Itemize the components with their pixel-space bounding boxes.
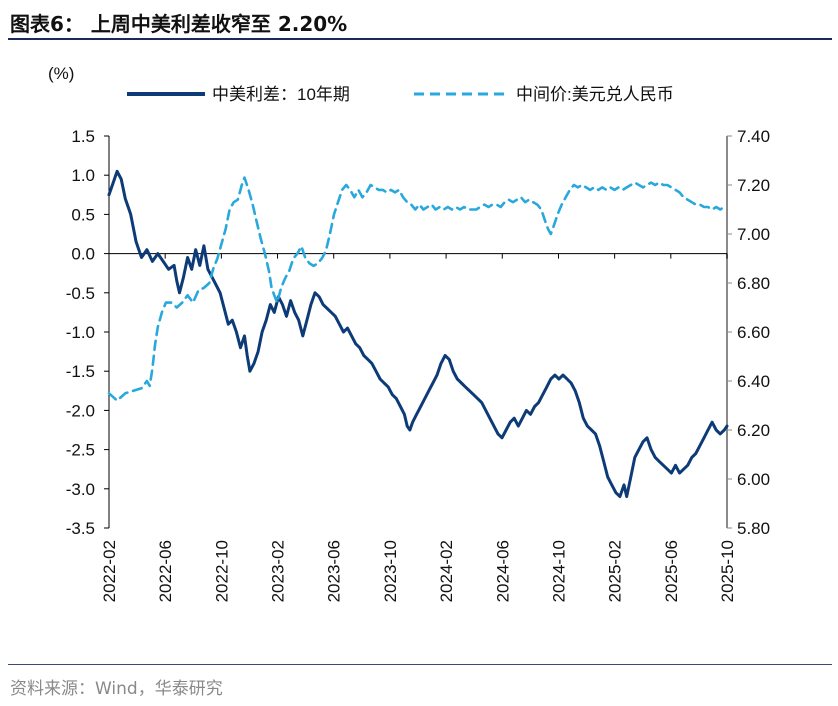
legend-label-spread: 中美利差：10年期 [212, 85, 350, 104]
series-line-fx [107, 176, 729, 402]
series-layer [107, 169, 729, 499]
left-y-tick-label: -1.0 [66, 323, 95, 342]
right-y-tick-label: 6.80 [737, 274, 770, 293]
right-y-tick-label: 7.00 [737, 225, 770, 244]
right-y-tick-label: 6.60 [737, 323, 770, 342]
left-y-tick-label: 1.0 [71, 166, 95, 185]
right-y-tick-label: 7.20 [737, 176, 770, 195]
left-y-tick-label: -3.5 [66, 519, 95, 538]
left-y-tick-label: 1.5 [71, 127, 95, 146]
right-y-ticks: 7.40 7.20 7.00 6.80 6.60 6.40 6.20 6.00 5.80 [727, 127, 770, 538]
x-tick-label: 2024-02 [437, 540, 456, 602]
x-tick-label: 2025-02 [606, 540, 625, 602]
title-rule [8, 38, 832, 40]
footer-rule [8, 664, 832, 665]
legend: 中美利差：10年期 中间价:美元兑人民币 [127, 85, 674, 104]
x-tick-label: 2023-02 [269, 540, 288, 602]
left-y-tick-label: -2.0 [66, 401, 95, 420]
left-y-tick-label: -1.5 [66, 362, 95, 381]
right-y-tick-label: 6.40 [737, 372, 770, 391]
left-y-ticks: 1.5 1.0 0.5 0.0 -0.5 -1.0 -1.5 -2.0 -2.5 -3.0 -3.5 [66, 127, 109, 538]
x-tick-label: 2023-10 [381, 540, 400, 602]
left-y-tick-label: -2.5 [66, 441, 95, 460]
legend-label-fx: 中间价:美元兑人民币 [516, 85, 674, 104]
x-tick-label: 2024-06 [493, 540, 512, 602]
axes [108, 136, 728, 528]
x-tick-label: 2022-02 [100, 540, 119, 602]
right-y-tick-label: 7.40 [737, 127, 770, 146]
series-line-spread [107, 169, 729, 499]
right-y-tick-label: 5.80 [737, 519, 770, 538]
x-tick-label: 2022-06 [156, 540, 175, 602]
x-tick-label: 2022-10 [212, 540, 231, 602]
right-y-tick-label: 6.00 [737, 470, 770, 489]
x-tick-label: 2023-06 [325, 540, 344, 602]
left-y-tick-label: -3.0 [66, 480, 95, 499]
left-y-tick-label: -0.5 [66, 284, 95, 303]
x-tick-label: 2024-10 [549, 540, 568, 602]
x-tick-label: 2025-06 [662, 540, 681, 602]
left-y-tick-label: 0.0 [71, 245, 95, 264]
y-axis-unit-label: (%) [48, 64, 74, 83]
left-y-tick-label: 0.5 [71, 205, 95, 224]
source-note: 资料来源：Wind，华泰研究 [10, 679, 223, 699]
x-tick-label: 2025-10 [718, 540, 737, 602]
x-ticks: 2022-02 2022-06 2022-10 2023-02 2023-06 2023-… [100, 253, 737, 602]
figure-title: 图表6： 上周中美利差收窄至 2.20% [10, 12, 348, 36]
right-y-tick-label: 6.20 [737, 421, 770, 440]
